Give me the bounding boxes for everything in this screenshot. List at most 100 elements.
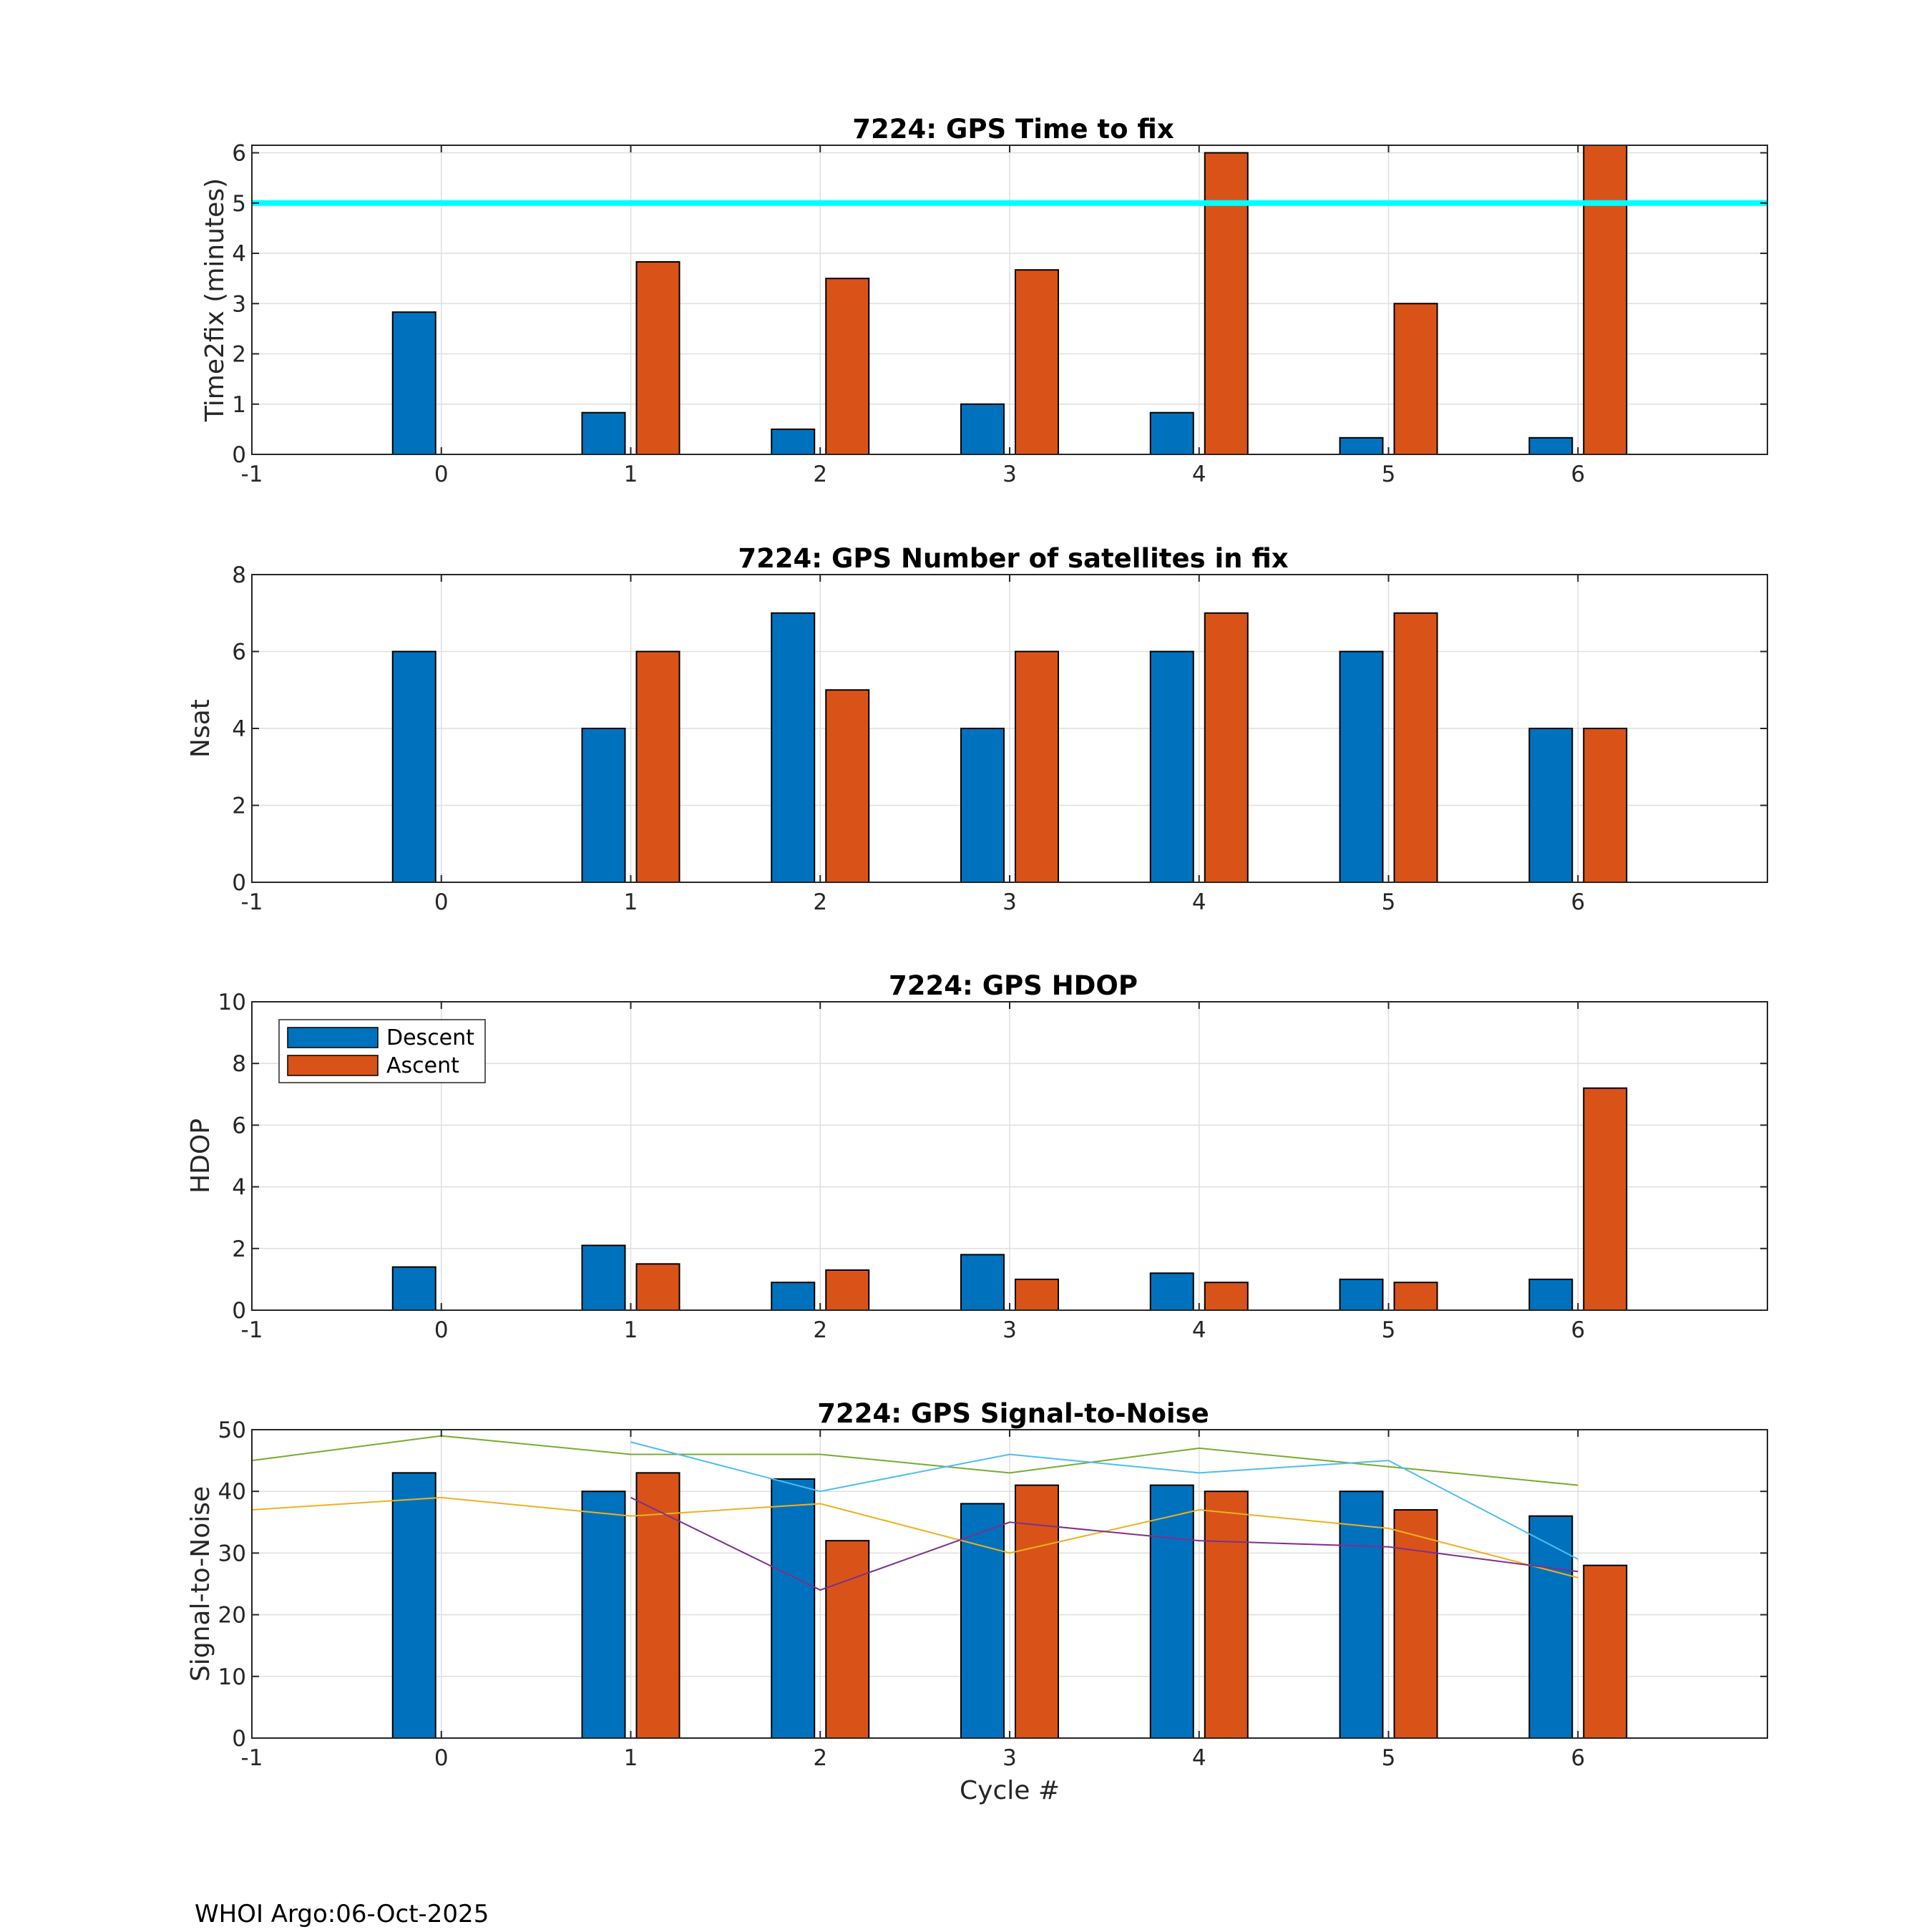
bar-ascent-6 (1583, 145, 1628, 454)
bar-descent-1 (581, 728, 626, 882)
bar-descent-2 (771, 612, 816, 882)
series-line-4 (630, 1496, 1579, 1591)
bar-descent-4 (1149, 411, 1194, 454)
y-tick-label: 4 (232, 1175, 246, 1201)
legend-label-ascent: Ascent (386, 1053, 459, 1078)
bar-ascent-2 (825, 689, 870, 882)
bar-ascent-4 (1204, 612, 1249, 882)
bar-descent-1 (581, 1244, 626, 1310)
bar-descent-3 (960, 403, 1005, 454)
y-tick-label: 40 (218, 1479, 246, 1505)
plot-area (391, 612, 1628, 882)
y-tick-label: 10 (218, 1664, 246, 1690)
x-tick-label: -1 (241, 1745, 263, 1771)
panel-title: 7224: GPS HDOP (889, 970, 1138, 1001)
y-tick-label: 20 (218, 1603, 246, 1629)
x-tick-label: 2 (813, 1745, 827, 1771)
x-tick-label: 3 (1002, 1745, 1017, 1771)
x-axis-label: Cycle # (960, 1776, 1060, 1805)
x-tick-label: 3 (1002, 889, 1017, 915)
bar-descent-2 (771, 1478, 816, 1738)
x-tick-label: 4 (1192, 1317, 1206, 1343)
plot-area (391, 1087, 1628, 1310)
y-tick-label: 6 (232, 1113, 246, 1138)
series-line-2 (630, 1441, 1579, 1560)
x-tick-label: 5 (1382, 1745, 1396, 1771)
x-tick-label: 1 (624, 889, 638, 915)
bar-descent-3 (960, 728, 1005, 882)
y-axis-label: Nsat (186, 699, 215, 758)
bar-ascent-1 (635, 260, 680, 454)
y-tick-label: 2 (232, 794, 246, 819)
bar-ascent-2 (825, 1269, 870, 1310)
bar-ascent-2 (825, 278, 870, 454)
x-tick-label: 3 (1002, 462, 1017, 487)
bar-ascent-4 (1204, 1282, 1249, 1310)
x-tick-label: 6 (1571, 462, 1585, 487)
bar-descent-0 (391, 1472, 436, 1738)
bar-descent-5 (1339, 1278, 1384, 1310)
bar-descent-5 (1339, 436, 1384, 454)
x-tick-label: 1 (624, 462, 638, 487)
bar-descent-0 (391, 311, 436, 454)
y-tick-label: 10 (218, 990, 246, 1015)
legend-swatch-descent (287, 1027, 379, 1048)
bar-ascent-3 (1015, 269, 1059, 454)
plot-area (252, 145, 1767, 454)
bar-descent-2 (771, 1282, 816, 1310)
y-axis-label: Time2fix (minutes) (200, 178, 230, 422)
x-tick-label: 0 (434, 1317, 449, 1343)
x-tick-label: 4 (1192, 1745, 1206, 1771)
x-tick-label: 3 (1002, 1317, 1017, 1343)
bar-descent-0 (391, 1266, 436, 1310)
bar-descent-6 (1528, 436, 1574, 454)
y-tick-label: 0 (232, 1726, 246, 1752)
bar-ascent-3 (1015, 1278, 1059, 1310)
y-tick-label: 8 (232, 562, 246, 588)
x-tick-label: 2 (813, 462, 827, 487)
bar-descent-3 (960, 1254, 1005, 1310)
bar-ascent-3 (1015, 1484, 1059, 1738)
x-tick-label: 0 (434, 1745, 449, 1771)
bar-ascent-5 (1393, 1509, 1438, 1738)
x-tick-label: 0 (434, 889, 449, 915)
y-tick-label: 0 (232, 442, 246, 468)
bar-descent-1 (581, 411, 626, 454)
y-tick-label: 8 (232, 1051, 246, 1077)
y-tick-label: 4 (232, 716, 246, 742)
bar-descent-4 (1149, 1484, 1194, 1738)
x-tick-label: 1 (624, 1745, 638, 1771)
bar-ascent-3 (1015, 650, 1059, 882)
bar-ascent-1 (635, 1263, 680, 1310)
bar-ascent-1 (635, 650, 680, 882)
bar-descent-2 (771, 428, 816, 454)
bar-ascent-6 (1583, 728, 1628, 882)
plot-area (252, 1435, 1628, 1738)
y-tick-label: 5 (232, 191, 246, 217)
bar-ascent-6 (1583, 1087, 1628, 1310)
x-tick-label: -1 (241, 889, 263, 915)
x-tick-label: 2 (813, 1317, 827, 1343)
x-tick-label: 6 (1571, 1317, 1585, 1343)
x-tick-label: 6 (1571, 889, 1585, 915)
bar-ascent-6 (1583, 1564, 1628, 1738)
y-axis-label: Signal-to-Noise (186, 1486, 215, 1682)
bar-descent-5 (1339, 650, 1384, 882)
bar-descent-6 (1528, 728, 1574, 882)
x-tick-label: -1 (241, 462, 263, 487)
bar-descent-1 (581, 1491, 626, 1738)
panel-title: 7224: GPS Signal-to-Noise (817, 1398, 1209, 1429)
y-tick-label: 1 (232, 392, 246, 418)
panel-title: 7224: GPS Time to fix (852, 114, 1174, 145)
series-line-1 (252, 1435, 1579, 1486)
y-tick-label: 0 (232, 1298, 246, 1324)
bar-ascent-4 (1204, 1491, 1249, 1738)
series-line-3 (252, 1496, 1579, 1579)
bar-ascent-5 (1393, 303, 1438, 454)
x-tick-label: 2 (813, 889, 827, 915)
y-axis-label: HDOP (186, 1118, 215, 1194)
bar-descent-4 (1149, 1272, 1194, 1310)
